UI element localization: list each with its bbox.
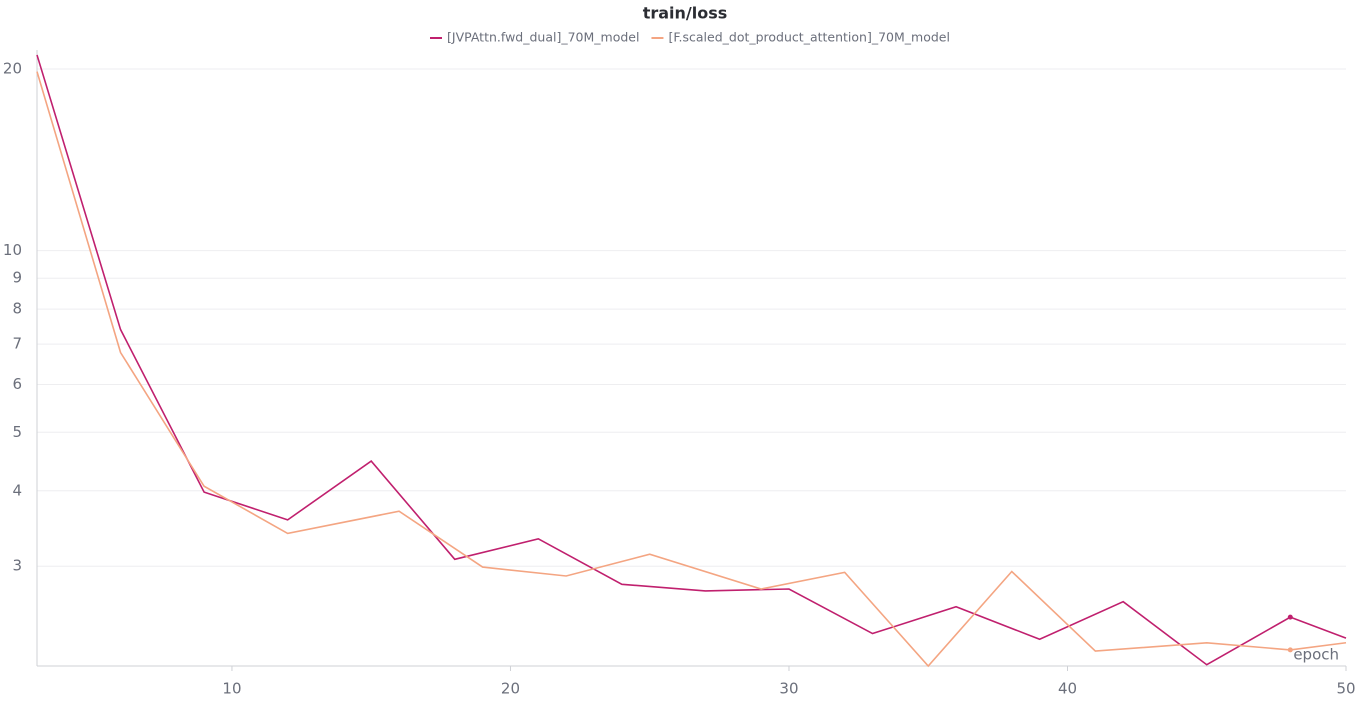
y-tick-label: 9 xyxy=(12,269,22,287)
y-tick-label: 4 xyxy=(12,481,22,499)
chart-title: train/loss xyxy=(643,4,728,23)
x-tick-label: 40 xyxy=(1058,680,1077,698)
hover-point xyxy=(1287,647,1293,653)
legend-label: [JVPAttn.fwd_dual]_70M_model xyxy=(447,30,639,45)
y-tick-label: 8 xyxy=(12,300,22,318)
y-tick-label: 5 xyxy=(12,423,22,441)
plot: 3 4 5 6 7 8 9 10 20 10 20 30 40 50 [JVPAttn.fwd_dual]_… xyxy=(3,30,1356,698)
y-tick-label: 6 xyxy=(12,375,22,393)
series-line xyxy=(36,54,1347,666)
x-tick-label: 20 xyxy=(501,680,520,698)
legend-label: [F.scaled_dot_product_attention]_70M_mod… xyxy=(668,30,950,45)
y-tick-label: 10 xyxy=(3,241,22,259)
y-tick-label: 7 xyxy=(12,335,22,353)
series-line xyxy=(36,71,1347,668)
x-tick-label: 10 xyxy=(222,680,241,698)
hover-point xyxy=(1287,614,1293,620)
x-tick-label: 50 xyxy=(1336,680,1355,698)
y-tick-label: 3 xyxy=(12,557,22,575)
x-tick-label: 30 xyxy=(779,680,798,698)
x-axis-label: epoch xyxy=(1293,646,1339,664)
y-tick-label: 20 xyxy=(3,59,22,77)
